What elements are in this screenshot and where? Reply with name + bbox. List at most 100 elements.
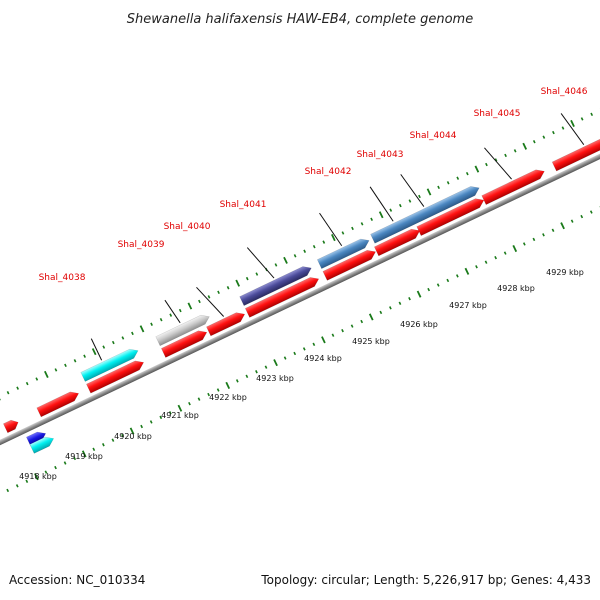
inner-tick: [293, 351, 297, 356]
kbp-label-4920: 4920 kbp: [114, 432, 152, 441]
outer-tick: [331, 234, 336, 242]
inner-tick: [140, 424, 144, 429]
outer-tick: [102, 345, 106, 349]
gene-label-shal4039[interactable]: Shal_4039: [118, 240, 165, 250]
gene-steelblue-arrow[interactable]: [316, 236, 371, 269]
inner-tick: [207, 392, 210, 397]
gene-red-arrow[interactable]: [36, 389, 81, 418]
outer-tick: [283, 256, 288, 264]
gene-shal4040-arrow[interactable]: [206, 310, 246, 337]
genome-backbone: [0, 116, 600, 483]
inner-tick: [273, 359, 278, 367]
outer-tick: [187, 302, 193, 310]
outer-tick: [198, 299, 201, 304]
outer-tick: [169, 313, 173, 317]
gene-labels: Shal_4038 Shal_4039 Shal_4040 Shal_4041 …: [39, 87, 588, 283]
map-title: Shewanella halifaxensis HAW-EB4, complet…: [127, 12, 473, 27]
gene-label-shal4038[interactable]: Shal_4038: [39, 273, 86, 283]
gene-label-shal4040[interactable]: Shal_4040: [164, 222, 211, 232]
outer-tick: [580, 117, 584, 121]
inner-tick: [245, 374, 249, 379]
inner-tick: [379, 310, 383, 315]
outer-tick: [226, 286, 230, 290]
kbp-label-4926: 4926 kbp: [400, 320, 438, 329]
outer-tick: [16, 386, 20, 390]
outer-tick: [293, 254, 297, 258]
inner-tick: [63, 461, 67, 465]
label-leader-lines: [90, 113, 585, 361]
kbp-label-4924: 4924 kbp: [304, 354, 342, 363]
outer-tick: [485, 162, 488, 167]
leader-line: [196, 286, 225, 317]
leader-line: [400, 174, 425, 207]
outer-tick: [398, 203, 402, 208]
leader-line: [90, 338, 103, 361]
outer-tick: [91, 348, 97, 356]
outer-tick: [351, 226, 354, 231]
gene-red-arrow[interactable]: [416, 196, 486, 236]
gene-red-arrow[interactable]: [244, 274, 321, 318]
gene-label-shal4043[interactable]: Shal_4043: [357, 150, 404, 160]
outer-tick: [44, 370, 49, 379]
gene-red-arrow[interactable]: [3, 418, 20, 434]
inner-tick-ring: [6, 205, 600, 493]
outer-tick: [245, 276, 249, 281]
outer-tick: [570, 119, 575, 128]
gene-red-arrow[interactable]: [86, 358, 145, 394]
outer-tick: [274, 263, 278, 267]
gene-label-shal4041[interactable]: Shal_4041: [220, 200, 267, 210]
kbp-label-4919: 4919 kbp: [65, 452, 103, 461]
outer-tick: [121, 336, 125, 340]
inner-tick: [255, 370, 258, 374]
inner-tick: [475, 265, 478, 269]
gene-shal4045-arrow[interactable]: [481, 167, 547, 205]
inner-tick: [446, 278, 450, 283]
inner-tick: [197, 397, 201, 401]
inner-tick: [331, 333, 335, 337]
outer-tick: [542, 135, 546, 139]
leader-line: [246, 247, 275, 279]
inner-tick: [512, 244, 518, 253]
outer-tick: [73, 359, 77, 363]
topology-text: Topology: circular; Length: 5,226,917 bp…: [261, 573, 591, 587]
inner-tick: [54, 465, 57, 470]
inner-tick: [408, 297, 411, 301]
inner-tick: [522, 242, 526, 246]
inner-tick: [455, 274, 459, 278]
gene-shal4046-arrow[interactable]: [551, 131, 600, 172]
gene-shal4043-arrow[interactable]: [374, 226, 422, 257]
inner-tick: [551, 228, 555, 232]
gene-red-arrow[interactable]: [161, 328, 209, 358]
outer-tick: [561, 126, 565, 130]
leader-line: [369, 186, 394, 222]
gene-label-shal4045[interactable]: Shal_4045: [474, 109, 521, 119]
outer-tick: [465, 171, 469, 176]
inner-tick: [321, 336, 326, 344]
outer-tick: [532, 140, 536, 144]
inner-tick: [312, 342, 316, 347]
position-labels: 4918 kbp 4919 kbp 4920 kbp 4921 kbp 4922…: [19, 268, 584, 481]
gene-label-shal4044[interactable]: Shal_4044: [410, 131, 457, 141]
gene-cyan-arrow[interactable]: [29, 434, 56, 454]
outer-tick: [64, 363, 67, 368]
gene-shal4044-arrow[interactable]: [370, 183, 482, 244]
inner-tick: [283, 356, 287, 360]
kbp-label-4929: 4929 kbp: [546, 268, 584, 277]
outer-tick: [474, 165, 480, 173]
kbp-label-4928: 4928 kbp: [497, 284, 535, 293]
outer-tick-ring: [0, 108, 600, 401]
gene-label-shal4046[interactable]: Shal_4046: [541, 87, 588, 97]
inner-tick: [101, 443, 105, 447]
gene-shal4038-arrow[interactable]: [80, 346, 140, 382]
outer-tick: [426, 188, 432, 196]
gene-label-shal4042[interactable]: Shal_4042: [305, 167, 352, 177]
inner-tick: [235, 379, 239, 383]
inner-tick: [129, 427, 135, 435]
inner-tick: [264, 365, 268, 369]
gene-shal4042-arrow[interactable]: [322, 247, 378, 281]
inner-tick: [34, 473, 39, 481]
inner-tick: [398, 301, 402, 305]
outer-tick: [83, 354, 86, 358]
gene-shal4041-arrow[interactable]: [239, 263, 314, 307]
gene-shal4039-arrow[interactable]: [155, 312, 212, 347]
